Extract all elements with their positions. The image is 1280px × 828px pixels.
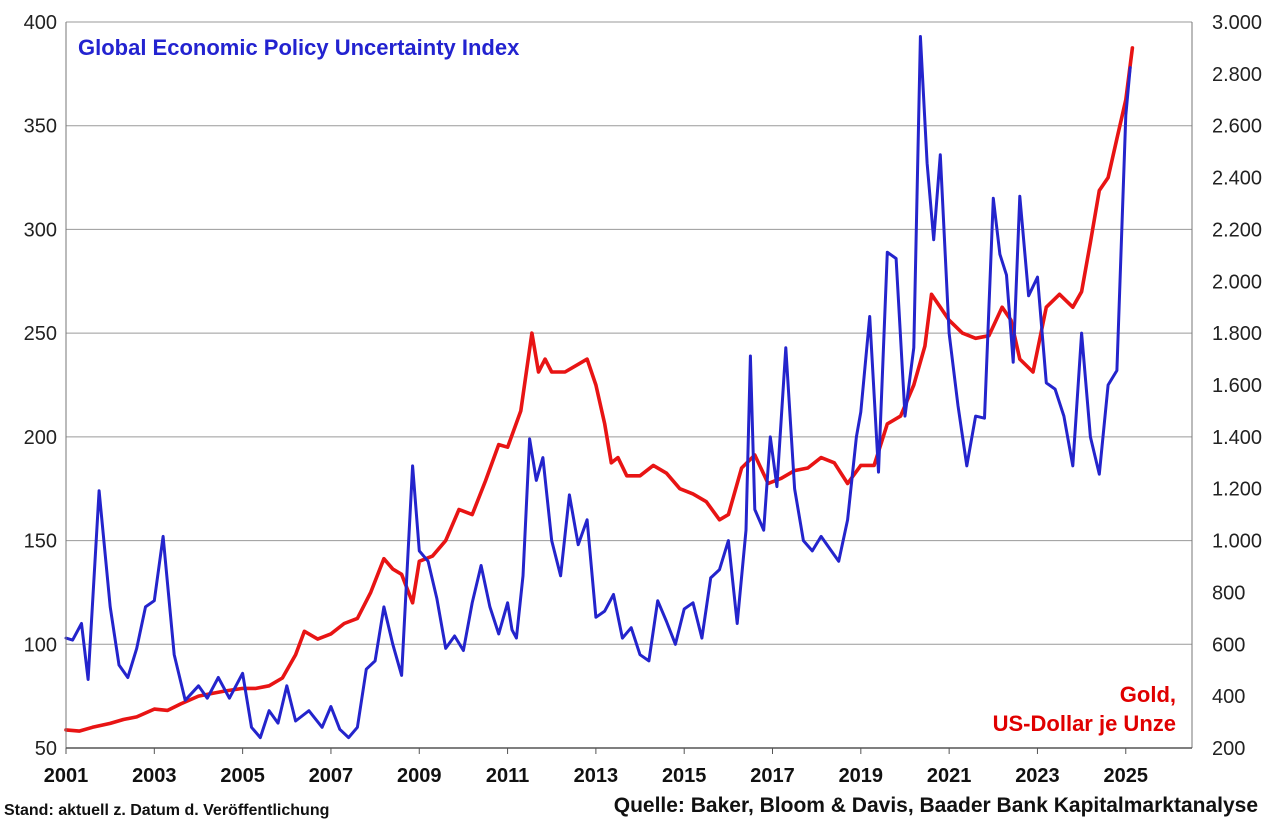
right-tick-label: 800 [1212, 582, 1245, 604]
x-tick-label: 2013 [574, 765, 619, 787]
left-tick-label: 300 [24, 219, 57, 241]
right-tick-label: 3.000 [1212, 12, 1262, 34]
right-tick-label: 2.000 [1212, 271, 1262, 293]
gold-axis-label-2: US-Dollar je Unze [993, 711, 1176, 736]
x-tick-label: 2009 [397, 765, 442, 787]
left-tick-label: 50 [35, 738, 57, 760]
gridlines [66, 21, 1192, 645]
right-tick-label: 200 [1212, 738, 1245, 760]
x-tick-label: 2015 [662, 765, 707, 787]
right-tick-label: 1.200 [1212, 479, 1262, 501]
left-axis-ticks: 50 100 150 200 250 300 350 400 [24, 12, 57, 760]
right-tick-label: 600 [1212, 634, 1245, 656]
right-tick-label: 400 [1212, 686, 1245, 708]
right-tick-label: 2.400 [1212, 168, 1262, 190]
right-tick-label: 1.600 [1212, 375, 1262, 397]
footer-status: Stand: aktuell z. Datum d. Veröffentlich… [4, 802, 330, 819]
gold-series-line [64, 46, 1135, 733]
right-tick-label: 2.800 [1212, 64, 1262, 86]
x-tick-label: 2001 [44, 765, 89, 787]
left-tick-label: 250 [24, 323, 57, 345]
left-tick-label: 100 [24, 634, 57, 656]
x-tick-label: 2017 [750, 765, 795, 787]
epu-series-line [64, 35, 1132, 740]
left-tick-label: 400 [24, 12, 57, 34]
x-tick-label: 2005 [220, 765, 265, 787]
footer-source: Quelle: Baker, Bloom & Davis, Baader Ban… [613, 794, 1258, 817]
chart-title: Global Economic Policy Uncertainty Index [78, 35, 520, 60]
left-tick-label: 350 [24, 116, 57, 138]
right-tick-label: 2.200 [1212, 219, 1262, 241]
right-axis-ticks: 200 400 600 800 1.000 1.200 1.400 1.600 1.800 2.0… [1212, 12, 1262, 760]
x-tick-label: 2025 [1104, 765, 1149, 787]
right-tick-label: 1.800 [1212, 323, 1262, 345]
x-axis-ticks: 2001 2003 2005 2007 2009 2011 2013 2015 2017 2019… [44, 748, 1148, 787]
right-tick-label: 2.600 [1212, 116, 1262, 138]
x-tick-label: 2021 [927, 765, 972, 787]
left-tick-label: 150 [24, 531, 57, 553]
x-tick-label: 2003 [132, 765, 177, 787]
right-tick-label: 1.000 [1212, 531, 1262, 553]
x-tick-label: 2011 [486, 765, 529, 787]
gold-axis-label: Gold, [1120, 682, 1176, 707]
series-lines [64, 35, 1135, 740]
x-tick-label: 2023 [1015, 765, 1060, 787]
left-tick-label: 200 [24, 427, 57, 449]
x-tick-label: 2007 [309, 765, 354, 787]
right-tick-label: 1.400 [1212, 427, 1262, 449]
x-tick-label: 2019 [839, 765, 884, 787]
